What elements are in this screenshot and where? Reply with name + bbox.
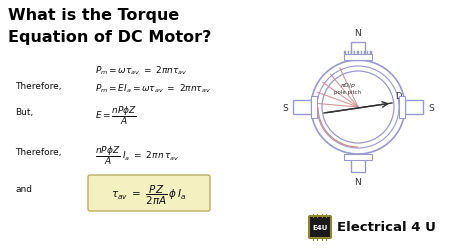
Text: $E = \dfrac{nP\phi Z}{A}$: $E = \dfrac{nP\phi Z}{A}$ <box>95 104 137 126</box>
Text: D: D <box>395 92 401 101</box>
Text: $\pi D/p$: $\pi D/p$ <box>340 81 356 90</box>
Bar <box>364 52 365 55</box>
Text: But,: But, <box>15 108 33 116</box>
Bar <box>367 52 368 55</box>
Text: N: N <box>355 177 361 186</box>
Bar <box>293 101 311 115</box>
Bar <box>405 101 423 115</box>
Text: E4U: E4U <box>312 224 328 230</box>
Text: $\tau_{av}\ =\ \dfrac{PZ}{2\pi A}\,\phi\, I_a$: $\tau_{av}\ =\ \dfrac{PZ}{2\pi A}\,\phi\… <box>111 183 187 206</box>
Text: Therefore,: Therefore, <box>15 147 62 156</box>
Text: pole pitch: pole pitch <box>335 90 362 94</box>
Text: S: S <box>282 103 288 112</box>
Text: and: and <box>15 184 32 193</box>
Bar <box>344 154 372 160</box>
Text: S: S <box>428 103 434 112</box>
Text: $P_m = \omega\tau_{av}\ =\ 2\pi n\tau_{av}$: $P_m = \omega\tau_{av}\ =\ 2\pi n\tau_{a… <box>95 64 188 76</box>
Bar <box>351 52 352 55</box>
Bar <box>354 52 356 55</box>
FancyBboxPatch shape <box>309 216 331 238</box>
Text: N: N <box>355 29 361 38</box>
Bar <box>347 52 349 55</box>
Text: Therefore,: Therefore, <box>15 82 62 91</box>
FancyBboxPatch shape <box>88 175 210 211</box>
Text: $P_m = EI_a = \omega\tau_{av}\ =\ 2\pi n\tau_{av}$: $P_m = EI_a = \omega\tau_{av}\ =\ 2\pi n… <box>95 82 211 94</box>
Bar <box>351 43 365 61</box>
Text: Electrical 4 U: Electrical 4 U <box>337 220 436 234</box>
Bar <box>351 154 365 172</box>
Bar <box>357 52 359 55</box>
Text: Equation of DC Motor?: Equation of DC Motor? <box>8 30 211 45</box>
Text: What is the Torque: What is the Torque <box>8 8 179 23</box>
Bar <box>399 97 405 118</box>
Bar <box>344 55 372 61</box>
Bar <box>311 97 317 118</box>
Bar <box>361 52 362 55</box>
Text: $\dfrac{nP\phi Z}{A}\ I_a\ =\ 2\pi n\,\tau_{av}$: $\dfrac{nP\phi Z}{A}\ I_a\ =\ 2\pi n\,\t… <box>95 143 179 166</box>
Bar <box>345 52 346 55</box>
Bar <box>370 52 372 55</box>
